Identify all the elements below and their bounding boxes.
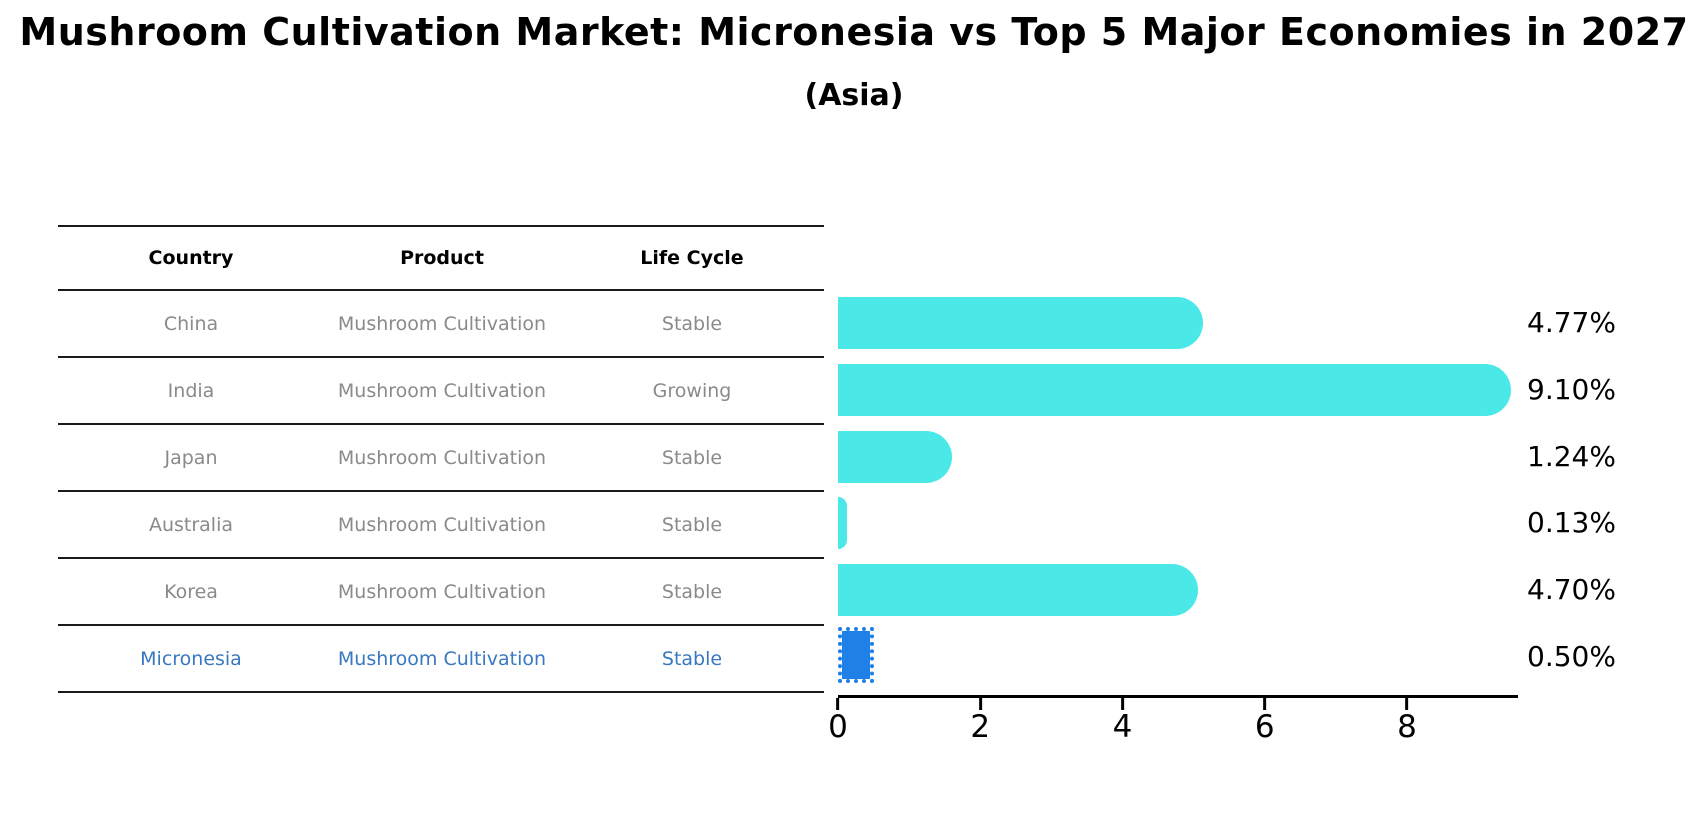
- tick-mark: [1405, 698, 1409, 710]
- table-cell-country: Australia: [148, 513, 234, 536]
- bar-china: [838, 297, 1204, 349]
- table-row-japan: Japan Mushroom Cultivation Stable: [58, 425, 824, 492]
- tick-label: 2: [970, 709, 991, 745]
- table-cell-product: Mushroom Cultivation: [337, 312, 547, 335]
- tick-mark: [1263, 698, 1267, 710]
- bar-micronesia-highlight: [838, 627, 874, 683]
- table-cell-life-cycle: Stable: [661, 647, 723, 670]
- table-row-australia: Australia Mushroom Cultivation Stable: [58, 492, 824, 559]
- table-cell-life-cycle: Stable: [661, 446, 723, 469]
- table-cell-product: Mushroom Cultivation: [337, 647, 547, 670]
- table-cell-product: Mushroom Cultivation: [337, 446, 547, 469]
- table-row-micronesia: Micronesia Mushroom Cultivation Stable: [58, 626, 824, 693]
- table-cell-product: Mushroom Cultivation: [337, 580, 547, 603]
- x-axis-line: [838, 695, 1518, 698]
- value-label-india: 9.10%: [1527, 373, 1616, 406]
- x-axis-tick: 2: [970, 698, 990, 743]
- tick-mark: [836, 698, 840, 710]
- table-cell-country: China: [163, 312, 219, 335]
- x-axis-tick: 8: [1397, 698, 1417, 743]
- table-row-china: China Mushroom Cultivation Stable: [58, 291, 824, 358]
- bar-plot-area: 0 2 4 6 8: [828, 0, 1528, 823]
- value-label-japan: 1.24%: [1527, 440, 1616, 473]
- column-header-country: Country: [148, 247, 234, 269]
- tick-mark: [1120, 698, 1124, 710]
- tick-label: 8: [1397, 709, 1417, 745]
- x-axis-tick: 6: [1255, 698, 1275, 743]
- bar-india: [838, 364, 1512, 416]
- table-cell-product: Mushroom Cultivation: [337, 513, 547, 536]
- value-label-china: 4.77%: [1527, 306, 1616, 339]
- column-header-product: Product: [400, 247, 484, 269]
- table-cell-country: India: [167, 379, 215, 402]
- table-header-row: Country Product Life Cycle: [58, 227, 824, 291]
- value-label-micronesia: 0.50%: [1527, 640, 1616, 673]
- table-row-korea: Korea Mushroom Cultivation Stable: [58, 559, 824, 626]
- table-cell-country: Micronesia: [140, 647, 242, 670]
- table-row-india: India Mushroom Cultivation Growing: [58, 358, 824, 425]
- data-table: Country Product Life Cycle China Mushroo…: [58, 225, 824, 693]
- table-cell-life-cycle: Stable: [661, 513, 723, 536]
- chart-subtitle: (Asia): [804, 78, 904, 113]
- table-cell-life-cycle: Stable: [661, 312, 723, 335]
- table-cell-country: Korea: [164, 580, 218, 603]
- bar-australia: [838, 497, 848, 549]
- table-cell-country: Japan: [164, 446, 218, 469]
- value-label-australia: 0.13%: [1527, 506, 1616, 539]
- tick-label: 6: [1254, 709, 1275, 745]
- column-header-life-cycle: Life Cycle: [640, 247, 744, 269]
- table-cell-life-cycle: Growing: [652, 379, 732, 402]
- tick-mark: [978, 698, 982, 710]
- value-label-korea: 4.70%: [1527, 573, 1616, 606]
- tick-label: 0: [828, 709, 848, 745]
- table-cell-life-cycle: Stable: [661, 580, 723, 603]
- tick-label: 4: [1112, 709, 1133, 745]
- x-axis-tick: 4: [1112, 698, 1133, 745]
- x-axis-tick: 0: [828, 698, 848, 743]
- bar-japan: [838, 431, 953, 483]
- bar-korea: [838, 564, 1199, 616]
- chart-title: Mushroom Cultivation Market: Micronesia …: [19, 10, 1689, 54]
- table-cell-product: Mushroom Cultivation: [337, 379, 547, 402]
